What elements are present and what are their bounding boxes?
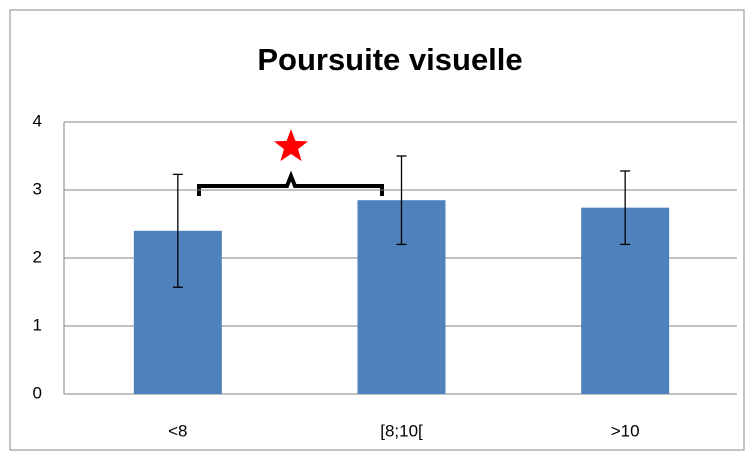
significance-bracket — [197, 170, 384, 196]
x-tick-label: <8 — [168, 421, 187, 440]
chart-title: Poursuite visuelle — [257, 42, 522, 77]
y-tick-label: 2 — [33, 247, 42, 266]
y-tick-label: 4 — [33, 111, 42, 130]
x-tick-label: [8;10[ — [380, 421, 423, 440]
x-tick-label: >10 — [611, 421, 640, 440]
significance-star — [274, 129, 308, 162]
y-tick-label: 1 — [33, 315, 42, 334]
y-tick-label: 0 — [33, 383, 42, 402]
y-tick-label: 3 — [33, 179, 42, 198]
